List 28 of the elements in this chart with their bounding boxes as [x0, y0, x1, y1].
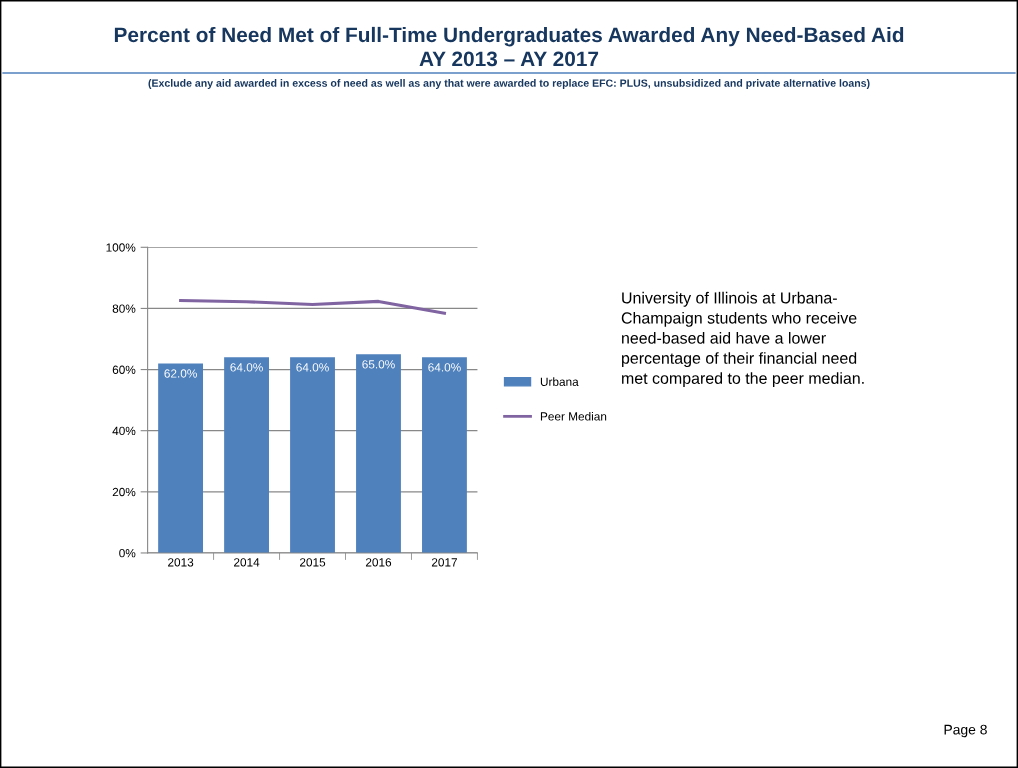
y-tick-label: 80% — [112, 304, 136, 313]
data-label: 62.0% — [164, 369, 197, 378]
x-tick-label: 2015 — [299, 558, 326, 567]
text: University of Illinois at Urbana- Champaign students who receive need-based aid have a lower percentage of their financial need met compared to the peer median. — [621, 291, 864, 388]
text: Page 8 — [944, 724, 987, 738]
y-tick-label: 40% — [112, 426, 136, 436]
data-label: 65.0% — [362, 360, 395, 369]
line-series — [179, 298, 446, 315]
x-tick-label: 2017 — [431, 558, 457, 567]
x-tick-label: 2016 — [365, 558, 392, 567]
chart-title: Percent of Need Met of Full-Time Undergraduates Awarded Any Need-Based Aid AY 2013 – AY 2017 — [114, 26, 904, 67]
data-label: 64.0% — [296, 363, 329, 372]
bar — [356, 354, 401, 553]
y-tick-label: 100% — [106, 243, 136, 252]
y-tick-label: 0% — [119, 548, 136, 558]
bar — [158, 363, 204, 553]
y-tick-label: 20% — [112, 487, 136, 497]
legend-label: Urbana — [540, 377, 579, 386]
bar — [224, 357, 269, 553]
x-tick-label: 2013 — [168, 558, 194, 567]
data-label: 64.0% — [230, 363, 263, 372]
data-label: 64.0% — [428, 363, 461, 372]
legend-label: Peer Median — [540, 411, 607, 421]
y-tick-label: 60% — [112, 365, 136, 374]
bar — [290, 357, 335, 553]
bar — [422, 357, 467, 553]
text: (Exclude any aid awarded in excess of need as well as any that were awarded to replace EFC: PLUS, unsubsidized and private alternative loans) — [148, 79, 870, 89]
x-tick-label: 2014 — [234, 558, 260, 567]
